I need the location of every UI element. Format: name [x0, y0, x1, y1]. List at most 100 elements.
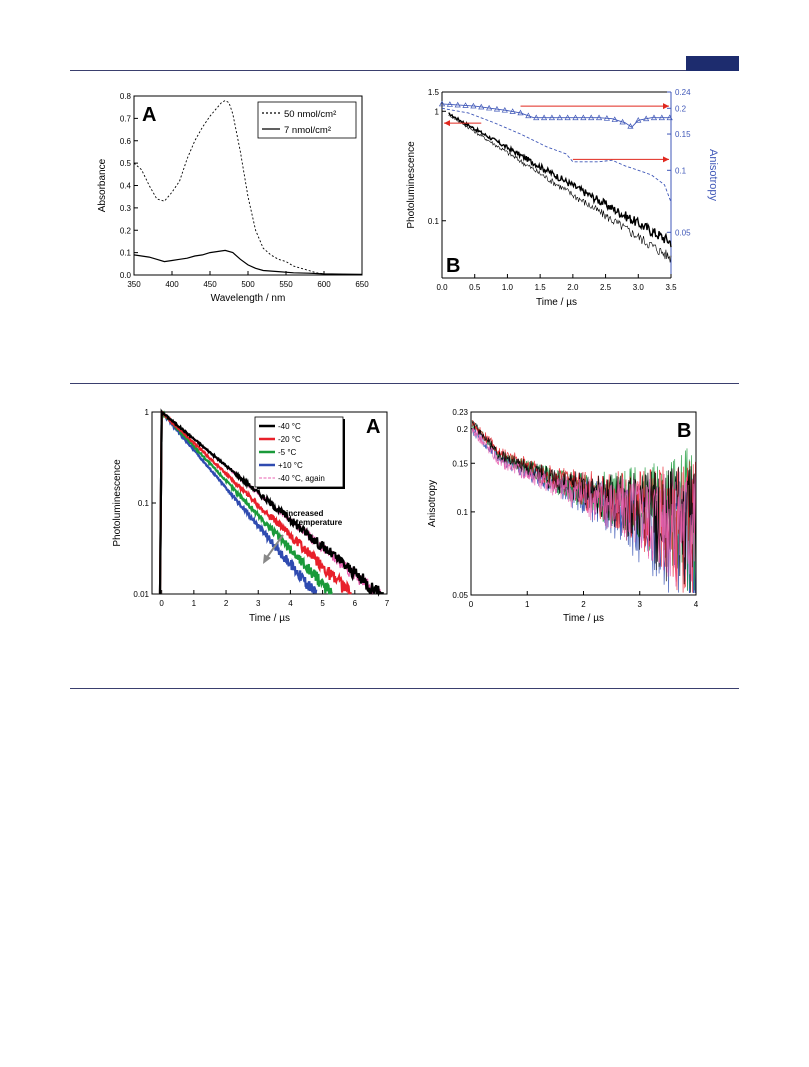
- x-tick-label: 1.0: [502, 283, 514, 292]
- series-line: [133, 99, 363, 276]
- y-right-tick-label: 0.1: [675, 166, 687, 175]
- anisotropy-series: [471, 420, 697, 593]
- pl-decay-series: [158, 408, 384, 597]
- y-tick-label: 0.15: [452, 459, 468, 468]
- y-tick-label: 0.01: [133, 590, 149, 599]
- x-tick-label: 0: [469, 600, 474, 609]
- arrow-head: [444, 120, 450, 127]
- anisotropy-marker: [478, 103, 485, 110]
- anisotropy-marker: [595, 114, 603, 121]
- x-tick-label: 1: [525, 600, 530, 609]
- anisotropy-marker: [666, 114, 673, 121]
- anisotropy-marker: [454, 101, 461, 108]
- x-tick-label: 2.0: [567, 283, 579, 292]
- anisotropy-series: [441, 103, 671, 128]
- figure-divider-top: [70, 383, 739, 384]
- anisotropy-marker: [548, 114, 556, 121]
- x-tick-label: 2.5: [600, 283, 612, 292]
- x-tick-label: 450: [203, 280, 217, 289]
- anisotropy-marker: [572, 114, 579, 121]
- x-tick-label: 350: [127, 280, 141, 289]
- panel-label: B: [446, 255, 460, 277]
- annotation-arrow-head: [263, 554, 271, 564]
- x-tick-label: 2: [581, 600, 586, 609]
- x-tick-label: 3: [638, 600, 643, 609]
- figure-divider-bottom: [70, 688, 739, 689]
- anisotropy-marker: [540, 114, 548, 121]
- header-tab: [686, 56, 739, 71]
- anisotropy-marker: [438, 100, 446, 107]
- x-tick-label: 650: [355, 280, 369, 289]
- fig1-panel-b: 0.0 0.5 1.0 1.5 2.0 2.5 3.0 3.5 0.1 1 1.5 0.05 0.1 0.…: [406, 88, 719, 308]
- x-axis-label: Time / µs: [249, 613, 290, 624]
- pl-decay-series: [448, 112, 672, 248]
- y-tick-label: 0.4: [120, 182, 132, 191]
- y-tick-label: 0.05: [452, 591, 468, 600]
- x-tick-label: 7: [385, 599, 390, 608]
- anisotropy-marker: [643, 115, 650, 122]
- x-tick-label: 6: [353, 599, 358, 608]
- y-tick-label: 0.2: [457, 425, 469, 434]
- anisotropy-marker: [525, 112, 532, 119]
- anisotropy-series: [441, 107, 672, 203]
- x-tick-label: 400: [165, 280, 179, 289]
- anisotropy-series: [472, 420, 697, 593]
- panel-label: A: [366, 416, 380, 438]
- legend-label: -40 °C: [278, 422, 301, 431]
- anisotropy-marker: [446, 101, 453, 107]
- legend-label: 50 nmol/cm²: [284, 109, 336, 120]
- x-tick-label: 3: [256, 599, 261, 608]
- annotation-line2: temperature: [296, 518, 343, 527]
- y-tick-label: 1: [435, 107, 440, 116]
- x-tick-label: 2: [224, 599, 229, 608]
- y-tick-label: 0.2: [120, 226, 132, 235]
- y-right-tick-label: 0.05: [675, 228, 691, 237]
- legend-label: -20 °C: [278, 435, 301, 444]
- x-tick-label: 600: [317, 280, 331, 289]
- y-right-tick-label: 0.2: [675, 104, 687, 113]
- anisotropy-marker: [564, 114, 571, 121]
- anisotropy-marker: [509, 108, 516, 114]
- x-axis-label: Wavelength / nm: [211, 293, 286, 304]
- anisotropy-marker: [462, 102, 469, 108]
- anisotropy-marker: [517, 109, 524, 116]
- x-tick-label: 0.5: [469, 283, 481, 292]
- pl-decay-series: [158, 410, 352, 595]
- y-tick-label: 0.1: [457, 508, 469, 517]
- arrow-head: [663, 103, 669, 110]
- panel-label: B: [677, 420, 691, 442]
- anisotropy-marker: [627, 123, 634, 129]
- y-tick-label: 0.1: [428, 217, 440, 226]
- y-tick-label: 0.3: [120, 204, 132, 213]
- x-tick-label: 4: [288, 599, 293, 608]
- anisotropy-marker: [470, 102, 477, 109]
- arrow-head: [663, 156, 669, 163]
- anisotropy-marker: [619, 118, 626, 125]
- anisotropy-marker: [603, 115, 610, 121]
- fig2-panel-a: 0 1 2 3 4 5 6 7 0.01 0.1 1 Time / µs Photoluminescen…: [112, 408, 390, 624]
- anisotropy-series: [471, 427, 697, 587]
- legend-label: -40 °C, again: [278, 474, 325, 483]
- y-tick-label: 0.23: [452, 408, 468, 417]
- anisotropy-marker: [611, 116, 618, 122]
- anisotropy-marker: [493, 105, 501, 112]
- x-axis-label: Time / µs: [563, 613, 604, 624]
- legend-box: [257, 101, 357, 139]
- x-tick-label: 500: [241, 280, 255, 289]
- anisotropy-marker: [650, 114, 658, 121]
- panel-label: A: [142, 104, 156, 126]
- anisotropy-marker: [580, 114, 587, 121]
- series-line: [133, 249, 363, 275]
- annotation-arrow: [264, 534, 284, 561]
- x-tick-label: 1.5: [535, 283, 547, 292]
- y-right-tick-label: 0.24: [675, 88, 691, 97]
- anisotropy-marker: [501, 106, 508, 113]
- anisotropy-marker: [635, 117, 642, 123]
- pl-decay-series: [448, 114, 672, 263]
- y-right-tick-label: 0.15: [675, 130, 691, 139]
- y-axis-label: Anisotropy: [427, 480, 438, 527]
- y-tick-label: 0.7: [120, 114, 132, 123]
- legend-label: +10 °C: [278, 461, 303, 470]
- legend-label: -5 °C: [278, 448, 297, 457]
- y-tick-label: 0.6: [120, 137, 132, 146]
